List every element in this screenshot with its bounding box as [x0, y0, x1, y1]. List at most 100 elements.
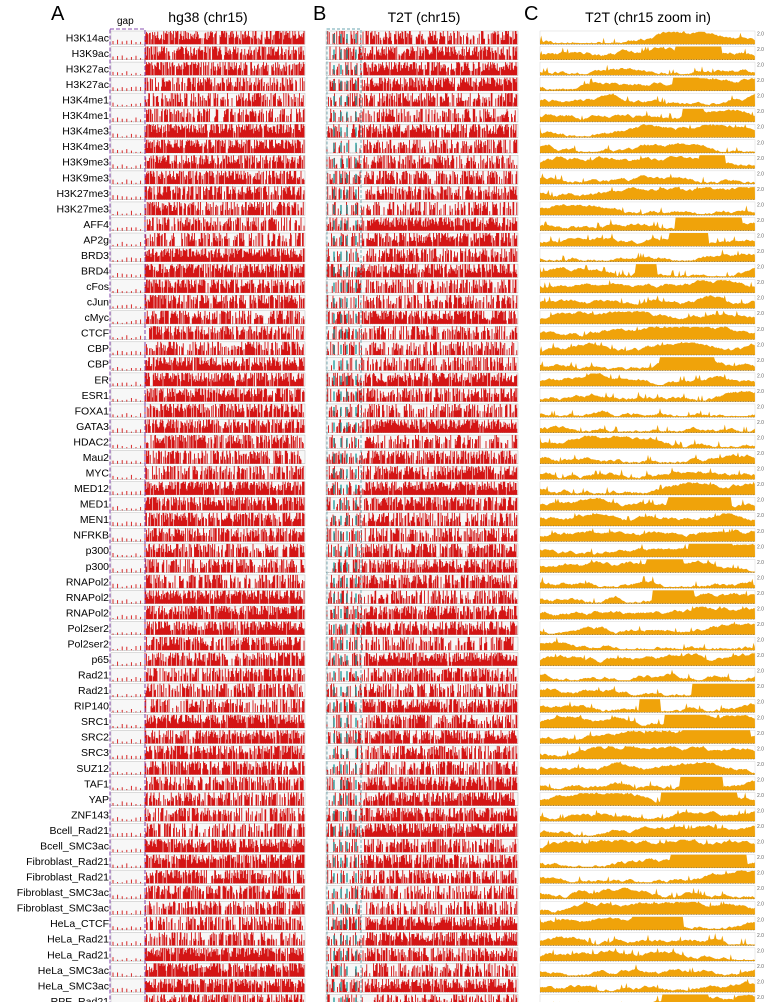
- track-label: Fibroblast_Rad21: [26, 872, 109, 884]
- track-scale-label: 2.0: [757, 793, 764, 799]
- t2t-track: [325, 186, 519, 200]
- track-scale-label: 2.0: [757, 109, 764, 115]
- track-label: cFos: [86, 281, 109, 293]
- hg38-track: [110, 947, 306, 962]
- track-label: CBP: [87, 343, 109, 355]
- zoom-track: 2.0: [539, 217, 764, 231]
- panel-a-title: hg38 (chr15): [168, 9, 247, 25]
- t2t-track: [325, 559, 519, 573]
- track-scale-label: 2.0: [757, 187, 764, 193]
- hg38-track: [110, 372, 306, 387]
- hg38-track: [110, 341, 306, 356]
- track-scale-label: 2.0: [757, 265, 764, 271]
- hg38-track: [110, 823, 306, 837]
- track-label: HeLa_Rad21: [47, 949, 109, 961]
- zoom-track: 2.0: [539, 512, 764, 527]
- track-label: RNAPol2: [66, 592, 109, 604]
- track-label: AFF4: [83, 219, 109, 231]
- track-label: RNAPol2: [66, 607, 109, 619]
- track-label: MEN1: [80, 514, 109, 526]
- t2t-track: [325, 605, 519, 620]
- t2t-track: [325, 326, 519, 340]
- zoom-track: 2.0: [539, 341, 764, 356]
- track-scale-label: 2.0: [757, 964, 764, 970]
- t2t-track: [325, 248, 519, 263]
- track-label: BRD4: [81, 266, 109, 278]
- track-scale-label: 2.0: [757, 529, 764, 535]
- track-scale-label: 2.0: [757, 933, 764, 939]
- zoom-track: 2.0: [539, 559, 764, 573]
- track-scale-label: 2.0: [757, 948, 764, 954]
- hg38-track: [110, 652, 306, 667]
- t2t-track: [325, 403, 519, 418]
- zoom-track: 2.0: [539, 730, 764, 744]
- t2t-track: [325, 792, 519, 806]
- t2t-track: [325, 574, 519, 589]
- zoom-track: 2.0: [539, 574, 764, 589]
- track-label: HeLa_CTCF: [50, 918, 109, 930]
- zoom-track: 2.0: [539, 823, 764, 837]
- track-label-column: H3K14ac H3K9ac H3K27ac H3K27ac H3K4me1 H3K4me…: [17, 32, 110, 1002]
- t2t-track: [325, 217, 519, 231]
- zoom-track: 2.0: [539, 528, 764, 542]
- track-scale-label: 2.0: [757, 824, 764, 830]
- hg38-track: [110, 916, 306, 931]
- track-label: H3K4me1: [62, 95, 109, 107]
- track-label: Fibroblast_Rad21: [26, 856, 109, 868]
- track-label: HeLa_Rad21: [47, 934, 109, 946]
- hg38-track: [110, 932, 306, 946]
- track-scale-label: 2.0: [757, 234, 764, 240]
- t2t-track: [325, 512, 519, 527]
- hg38-track: [110, 357, 306, 371]
- track-scale-label: 2.0: [757, 777, 764, 783]
- track-scale-label: 2.0: [757, 63, 764, 69]
- track-label: CBP: [87, 359, 109, 371]
- t2t-track: [325, 61, 519, 76]
- track-scale-label: 2.0: [757, 140, 764, 146]
- zoom-track: 2.0: [539, 636, 764, 651]
- t2t-track: [325, 652, 519, 667]
- hg38-track: [110, 807, 306, 822]
- zoom-track: 2.0: [539, 885, 764, 900]
- t2t-track: [325, 139, 519, 154]
- track-label: Fibroblast_SMC3ac: [17, 887, 109, 899]
- t2t-track: [325, 761, 519, 775]
- track-scale-label: 2.0: [757, 78, 764, 84]
- track-scale-label: 2.0: [757, 202, 764, 208]
- track-label: Rad21: [78, 685, 109, 697]
- track-label: cMyc: [85, 312, 110, 324]
- track-label: AP2g: [83, 234, 109, 246]
- hg38-track: [110, 419, 306, 433]
- t2t-track: [325, 947, 519, 962]
- track-label: H3K14ac: [66, 32, 109, 44]
- t2t-track: [325, 963, 519, 977]
- hg38-track: [110, 326, 306, 340]
- zoom-track: 2.0: [539, 77, 764, 92]
- zoom-track: 2.0: [539, 776, 764, 791]
- track-label: NFRKB: [73, 530, 109, 542]
- t2t-track: [325, 294, 519, 309]
- track-label: Bcell_SMC3ac: [40, 840, 109, 852]
- track-scale-label: 2.0: [757, 855, 764, 861]
- panel-letter-c: C: [524, 3, 538, 25]
- zoom-track: 2.0: [539, 714, 764, 729]
- track-label: p300: [86, 545, 110, 557]
- t2t-track: [325, 994, 519, 1002]
- t2t-track: [325, 108, 519, 123]
- zoom-track: 2.0: [539, 481, 764, 496]
- track-label: ESR1: [82, 390, 110, 402]
- hg38-track: [110, 559, 306, 573]
- track-label: RNAPol2: [66, 576, 109, 588]
- track-scale-label: 2.0: [757, 606, 764, 612]
- track-label: MED12: [74, 483, 109, 495]
- track-label: YAP: [89, 794, 109, 806]
- hg38-track: [110, 636, 306, 651]
- zoom-track: 2.0: [539, 683, 764, 698]
- hg38-track: [110, 854, 306, 869]
- zoom-track: 2.0: [539, 434, 764, 449]
- t2t-track: [325, 465, 519, 480]
- hg38-track: [110, 745, 306, 760]
- track-label: HeLa_SMC3ac: [38, 965, 109, 977]
- hg38-track: [110, 776, 306, 791]
